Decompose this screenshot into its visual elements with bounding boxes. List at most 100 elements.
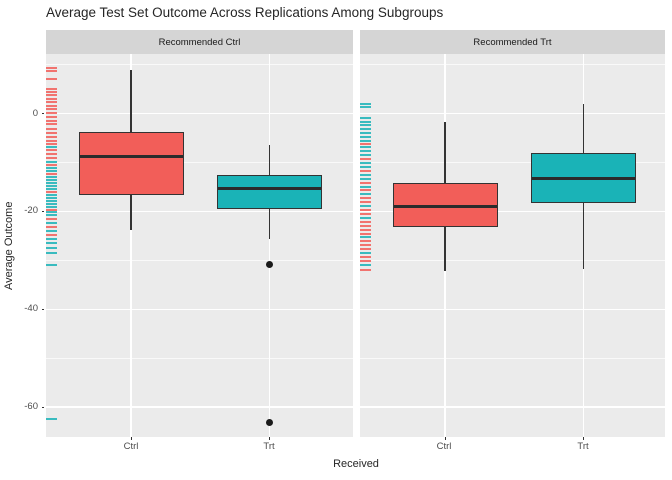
rug-mark bbox=[46, 78, 57, 81]
box-iqr bbox=[78, 132, 184, 195]
rug-mark bbox=[46, 104, 57, 107]
rug-mark bbox=[360, 169, 371, 172]
rug-mark bbox=[360, 128, 371, 131]
rug-mark bbox=[46, 233, 57, 236]
rug-mark bbox=[46, 222, 57, 225]
rug-mark bbox=[46, 208, 57, 211]
median-line bbox=[393, 204, 497, 208]
rug-mark bbox=[46, 167, 57, 170]
rug-mark bbox=[360, 102, 371, 105]
gridline-major bbox=[46, 112, 353, 115]
rug-mark bbox=[46, 139, 57, 142]
gridline-major bbox=[360, 210, 665, 213]
rug-mark bbox=[46, 214, 57, 217]
rug-mark bbox=[360, 259, 371, 262]
rug-mark bbox=[360, 264, 371, 267]
rug-mark bbox=[46, 241, 57, 244]
rug-mark bbox=[360, 117, 371, 120]
outlier-point bbox=[266, 260, 273, 268]
rug-mark bbox=[360, 165, 371, 168]
rug-mark bbox=[46, 182, 57, 185]
rug-mark bbox=[46, 94, 57, 97]
rug-mark bbox=[46, 193, 57, 196]
x-tick-label-trt: Trt bbox=[263, 441, 275, 452]
gridline-minor bbox=[360, 259, 665, 261]
rug-mark bbox=[46, 418, 57, 421]
rug-mark bbox=[46, 91, 57, 94]
x-tick-label-ctrl: Ctrl bbox=[436, 441, 452, 452]
facet-strip-recommended-ctrl: Recommended Ctrl bbox=[46, 30, 353, 54]
facet-strip-label: Recommended Ctrl bbox=[158, 36, 241, 48]
rug-mark bbox=[360, 143, 371, 145]
rug-mark bbox=[360, 228, 371, 231]
rug-mark bbox=[360, 146, 371, 149]
rug-mark bbox=[46, 218, 57, 221]
gridline-minor bbox=[360, 64, 665, 66]
gridline-major bbox=[360, 308, 665, 311]
rug-mark bbox=[360, 209, 371, 212]
rug-mark bbox=[46, 237, 57, 240]
y-axis-tick bbox=[41, 308, 44, 310]
rug-mark bbox=[46, 264, 57, 267]
gridline-vertical bbox=[130, 54, 132, 437]
rug-mark bbox=[46, 69, 57, 72]
x-axis-tick bbox=[583, 437, 584, 440]
rug-mark bbox=[360, 220, 371, 223]
rug-mark bbox=[46, 173, 57, 176]
y-axis-title: Average Outcome bbox=[3, 201, 15, 290]
rug-mark bbox=[360, 162, 371, 165]
x-axis-tick bbox=[269, 437, 270, 440]
rug-mark bbox=[46, 88, 57, 91]
rug-mark bbox=[360, 197, 371, 200]
facet-panel-recommended-trt bbox=[360, 54, 665, 437]
facet-strip-label: Recommended Trt bbox=[473, 36, 552, 48]
rug-mark bbox=[46, 131, 57, 134]
rug-mark bbox=[46, 252, 57, 255]
x-tick-label-trt: Trt bbox=[577, 441, 589, 452]
rug-mark bbox=[360, 158, 371, 161]
rug-mark bbox=[46, 119, 57, 122]
gridline-minor bbox=[360, 162, 665, 164]
facet-strip-recommended-trt: Recommended Trt bbox=[360, 30, 665, 54]
gridline-major bbox=[360, 112, 665, 115]
rug-mark bbox=[360, 232, 371, 235]
rug-mark bbox=[46, 185, 57, 188]
rug-mark bbox=[46, 100, 57, 103]
gridline-minor bbox=[46, 357, 353, 359]
gridline-minor bbox=[46, 259, 353, 261]
rug-mark bbox=[46, 98, 57, 100]
rug-mark bbox=[46, 123, 57, 126]
rug-mark bbox=[46, 164, 57, 167]
rug-mark bbox=[46, 111, 57, 114]
rug-mark bbox=[46, 202, 57, 205]
gridline-major bbox=[46, 210, 353, 213]
gridline-major bbox=[360, 406, 665, 408]
y-tick-label-60: -60 bbox=[24, 401, 38, 412]
gridline-minor bbox=[360, 357, 665, 359]
rug-mark bbox=[46, 161, 57, 164]
y-tick-label-20: -20 bbox=[24, 205, 38, 216]
y-axis-tick bbox=[41, 406, 44, 408]
rug-mark bbox=[360, 224, 371, 227]
y-axis-tick bbox=[41, 211, 44, 212]
facet-panel-recommended-ctrl bbox=[46, 54, 353, 437]
rug-mark bbox=[46, 246, 57, 249]
x-axis-tick bbox=[444, 437, 446, 440]
median-line bbox=[218, 187, 321, 190]
x-axis-title: Received bbox=[333, 458, 379, 470]
rug-mark bbox=[46, 211, 57, 214]
rug-mark bbox=[360, 154, 371, 157]
rug-mark bbox=[360, 240, 371, 243]
rug-mark bbox=[360, 248, 371, 251]
gridline-major bbox=[46, 308, 353, 311]
rug-mark bbox=[46, 149, 57, 152]
rug-mark bbox=[46, 230, 57, 233]
outlier-point bbox=[266, 418, 273, 426]
rug-mark bbox=[46, 170, 57, 173]
rug-mark bbox=[360, 177, 371, 180]
rug-mark bbox=[360, 244, 371, 247]
rug-mark bbox=[360, 181, 371, 184]
rug-mark bbox=[360, 189, 371, 192]
rug-mark bbox=[46, 176, 57, 179]
rug-mark bbox=[46, 143, 57, 146]
